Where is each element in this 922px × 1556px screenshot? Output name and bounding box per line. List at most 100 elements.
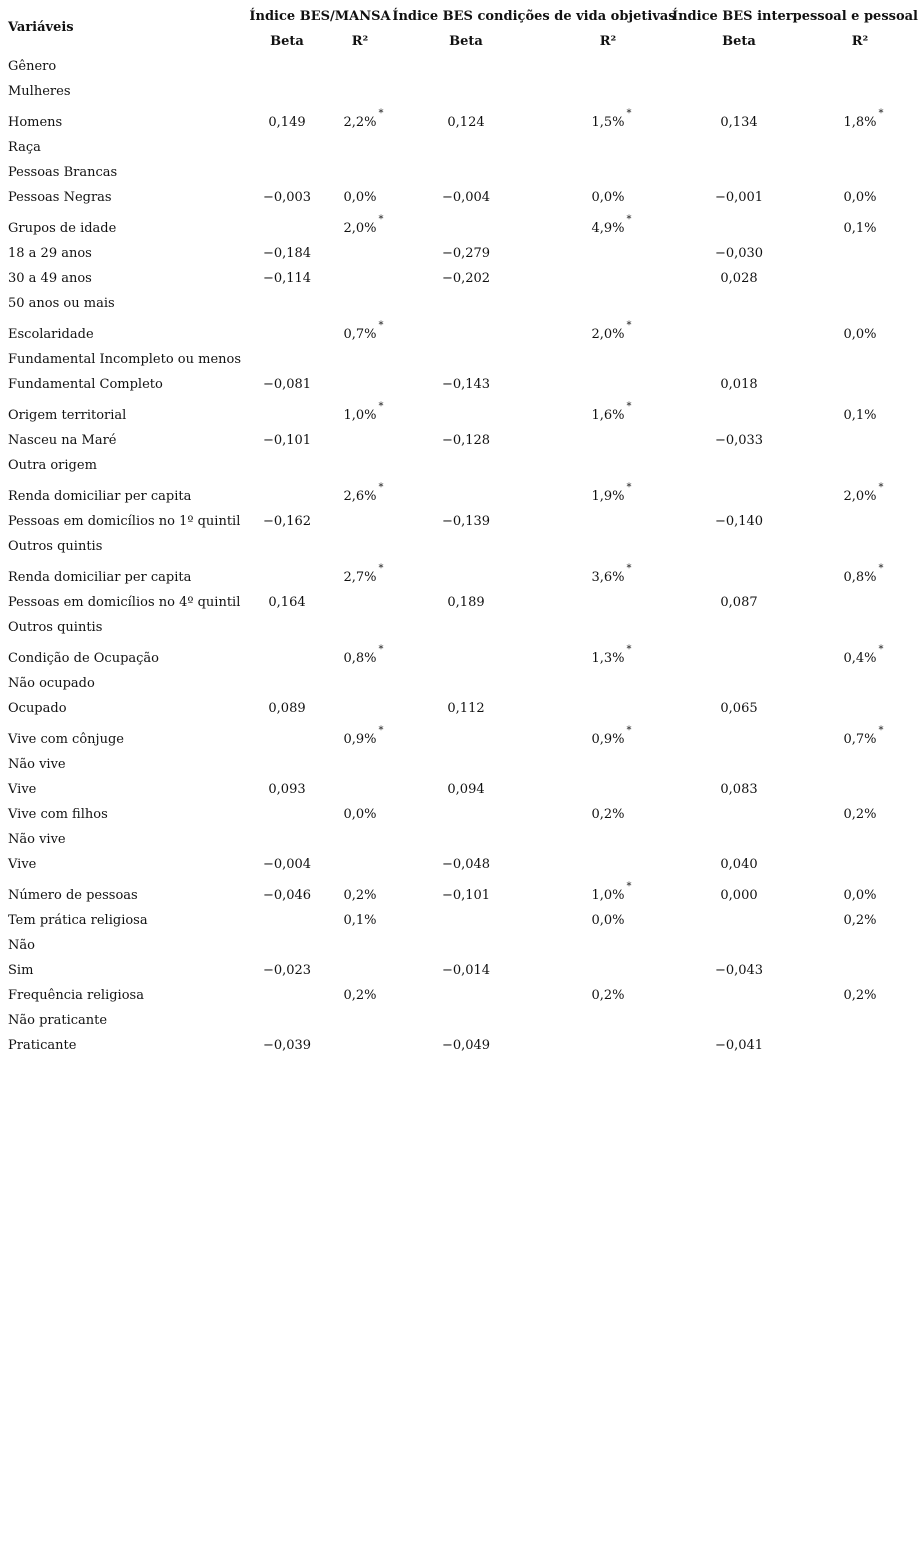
beta-cell: 0,083	[720, 782, 757, 797]
cell-value: −0,162	[262, 514, 312, 529]
group-header-interpersonal: Índice BES interpessoal e pessoal	[672, 9, 918, 24]
cell-value: −0,101	[441, 888, 491, 903]
beta-cell: 0,000	[720, 888, 757, 903]
r2-cell: 0,9% *	[343, 725, 383, 747]
r2-cell: 0,2%	[343, 888, 376, 903]
row-label: Outros quintis	[8, 620, 103, 635]
r2-cell: 0,2%	[843, 913, 876, 928]
cell-value: −0,001	[714, 190, 764, 205]
row-label: Não ocupado	[8, 676, 95, 691]
cell-value: 1,3%	[591, 651, 625, 666]
row-label: Mulheres	[8, 84, 71, 99]
cell-value: 1,5%	[591, 115, 625, 130]
cell-value: 0,2%	[343, 988, 377, 1003]
r2-cell: 0,4% *	[843, 644, 883, 666]
r2-cell: 2,0% *	[843, 482, 883, 504]
beta-cell: −0,003	[263, 190, 311, 205]
beta-cell: −0,039	[263, 1038, 311, 1053]
beta-cell: −0,004	[442, 190, 490, 205]
significance-star: *	[378, 644, 384, 655]
beta-cell: −0,023	[263, 963, 311, 978]
cell-value: 0,000	[720, 888, 758, 903]
cell-value: 2,2%	[343, 115, 377, 130]
cell-value: 0,9%	[343, 732, 377, 747]
cell-value: 0,2%	[843, 988, 877, 1003]
row-label: Não praticante	[8, 1013, 108, 1028]
cell-value: 2,7%	[343, 570, 377, 585]
significance-star: *	[626, 214, 632, 225]
row-label: 18 a 29 anos	[8, 246, 92, 261]
cell-value: 0,1%	[843, 408, 877, 423]
r2-cell: 0,1%	[843, 408, 876, 423]
r2-cell: 0,2%	[843, 988, 876, 1003]
cell-value: 0,189	[447, 595, 485, 610]
beta-cell: −0,048	[442, 857, 490, 872]
cell-value: 0,2%	[843, 807, 877, 822]
cell-value: 0,094	[447, 782, 485, 797]
significance-star: *	[626, 108, 632, 119]
cell-value: 1,9%	[591, 489, 625, 504]
significance-star: *	[378, 108, 384, 119]
beta-cell: −0,049	[442, 1038, 490, 1053]
beta-cell: 0,134	[720, 115, 757, 130]
r2-cell: 1,0% *	[591, 881, 631, 903]
cell-value: −0,039	[262, 1038, 312, 1053]
cell-value: 2,0%	[843, 489, 877, 504]
row-label: Renda domiciliar per capita	[8, 489, 192, 504]
beta-cell: −0,046	[263, 888, 311, 903]
cell-value: 0,134	[720, 115, 758, 130]
beta-cell: −0,043	[715, 963, 763, 978]
cell-value: 3,6%	[591, 570, 625, 585]
cell-value: 1,0%	[343, 408, 377, 423]
r2-cell: 2,7% *	[343, 563, 383, 585]
significance-star: *	[626, 320, 632, 331]
subcol-beta-1: Beta	[270, 34, 304, 49]
significance-star: *	[378, 725, 384, 736]
significance-star: *	[378, 214, 384, 225]
row-label: Origem territorial	[8, 408, 127, 423]
row-label: Não vive	[8, 832, 66, 847]
r2-cell: 4,9% *	[591, 214, 631, 236]
row-label: Fundamental Completo	[8, 377, 163, 392]
r2-cell: 1,9% *	[591, 482, 631, 504]
row-label: Grupos de idade	[8, 221, 117, 236]
group-header-objective: Índice BES condições de vida objetivas	[392, 9, 676, 24]
cell-value: 0,1%	[843, 221, 877, 236]
beta-cell: −0,140	[715, 514, 763, 529]
row-label: Não	[8, 938, 35, 953]
significance-star: *	[378, 482, 384, 493]
r2-cell: 1,0% *	[343, 401, 383, 423]
beta-cell: 0,149	[268, 115, 305, 130]
significance-star: *	[878, 644, 884, 655]
cell-value: 2,6%	[343, 489, 377, 504]
r2-cell: 2,0% *	[343, 214, 383, 236]
cell-value: 0,9%	[591, 732, 625, 747]
cell-value: 0,083	[720, 782, 758, 797]
cell-value: 0,8%	[843, 570, 877, 585]
r2-cell: 0,0%	[591, 913, 624, 928]
r2-cell: 0,0%	[343, 190, 376, 205]
significance-star: *	[626, 644, 632, 655]
cell-value: 0,2%	[843, 913, 877, 928]
cell-value: 0,0%	[343, 807, 377, 822]
r2-cell: 2,6% *	[343, 482, 383, 504]
variables-header: Variáveis	[8, 20, 74, 35]
beta-cell: 0,124	[447, 115, 484, 130]
cell-value: 0,0%	[843, 190, 877, 205]
cell-value: −0,143	[441, 377, 491, 392]
significance-star: *	[378, 401, 384, 412]
cell-value: −0,004	[262, 857, 312, 872]
group-header-mansa: Índice BES/MANSA	[249, 9, 391, 24]
cell-value: −0,049	[441, 1038, 491, 1053]
cell-value: 0,8%	[343, 651, 377, 666]
row-label: Pessoas Negras	[8, 190, 112, 205]
cell-value: 0,7%	[343, 327, 377, 342]
cell-value: 4,9%	[591, 221, 625, 236]
beta-cell: −0,041	[715, 1038, 763, 1053]
beta-cell: −0,162	[263, 514, 311, 529]
row-label: Raça	[8, 140, 41, 155]
cell-value: −0,004	[441, 190, 491, 205]
r2-cell: 1,3% *	[591, 644, 631, 666]
beta-cell: 0,094	[447, 782, 484, 797]
row-label: Vive com filhos	[8, 807, 108, 822]
